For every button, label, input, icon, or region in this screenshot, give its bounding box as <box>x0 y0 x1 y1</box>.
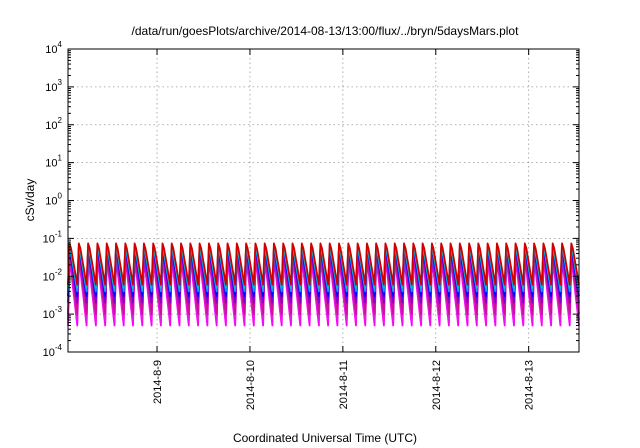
x-tick-label: 2014-8-10 <box>245 360 257 410</box>
chart-title: /data/run/goesPlots/archive/2014-08-13/1… <box>132 24 520 38</box>
x-tick-label: 2014-8-11 <box>338 360 350 409</box>
x-tick-label: 2014-8-9 <box>152 360 164 404</box>
x-tick-label: 2014-8-13 <box>524 360 536 410</box>
x-axis: 2014-8-9 2014-8-10 2014-8-11 2014-8-12 2014-… <box>152 49 536 410</box>
y-tick-label: 10-1 <box>43 229 63 245</box>
y-tick-label: 10-2 <box>43 267 63 283</box>
y-tick-label: 10-3 <box>43 305 63 321</box>
series-layer <box>67 242 580 327</box>
y-axis-label: cSv/day <box>23 179 37 222</box>
y-tick-label: 103 <box>45 78 62 94</box>
y-tick-label: 104 <box>45 40 62 56</box>
x-tick-label: 2014-8-12 <box>431 360 443 410</box>
series-line <box>67 242 580 286</box>
x-axis-label: Coordinated Universal Time (UTC) <box>233 431 417 445</box>
y-tick-label: 10-4 <box>43 343 63 359</box>
y-tick-label: 101 <box>45 154 62 170</box>
grid <box>68 49 579 352</box>
y-axis: 10-4 10-3 10-2 10-1 100 101 102 103 104 <box>43 40 579 359</box>
y-tick-label: 100 <box>45 192 62 208</box>
y-tick-label: 102 <box>45 116 62 132</box>
